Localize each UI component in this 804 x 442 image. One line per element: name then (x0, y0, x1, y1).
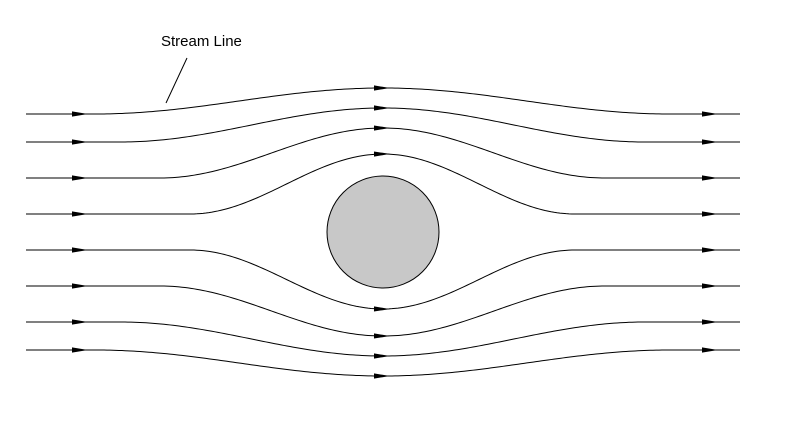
flow-arrow-icon (373, 85, 390, 91)
flow-arrow-icon (702, 111, 718, 117)
flow-arrow-icon (72, 319, 88, 325)
flow-arrow-icon (72, 283, 88, 289)
flow-arrow-icon (72, 175, 88, 181)
flow-arrow-icon (72, 139, 88, 145)
flow-arrow-icon (72, 247, 88, 253)
flow-arrow-icon (72, 211, 88, 217)
streamline-1 (26, 87, 740, 115)
flow-arrow-icon (72, 347, 88, 353)
circular-obstacle (326, 175, 440, 289)
flow-arrow-icon (702, 319, 718, 325)
flow-arrow-icon (373, 353, 390, 359)
flow-arrow-icon (702, 211, 718, 217)
flow-arrow-icon (373, 151, 390, 157)
flow-arrow-icon (702, 175, 718, 181)
flow-arrow-icon (373, 105, 390, 111)
flow-arrow-icon (373, 373, 390, 379)
streamline-8 (26, 349, 740, 377)
flow-arrow-icon (702, 283, 718, 289)
streamlines-group (26, 85, 740, 379)
label-leader-line (165, 57, 188, 104)
flow-arrow-icon (373, 125, 390, 131)
flow-arrow-icon (72, 111, 88, 117)
flow-arrow-icon (702, 247, 718, 253)
flow-arrow-icon (373, 306, 390, 312)
flow-arrow-icon (702, 347, 718, 353)
flow-arrow-icon (702, 139, 718, 145)
flow-arrow-icon (373, 333, 390, 339)
stream-line-label: Stream Line (161, 33, 242, 50)
streamline-6 (26, 285, 740, 337)
